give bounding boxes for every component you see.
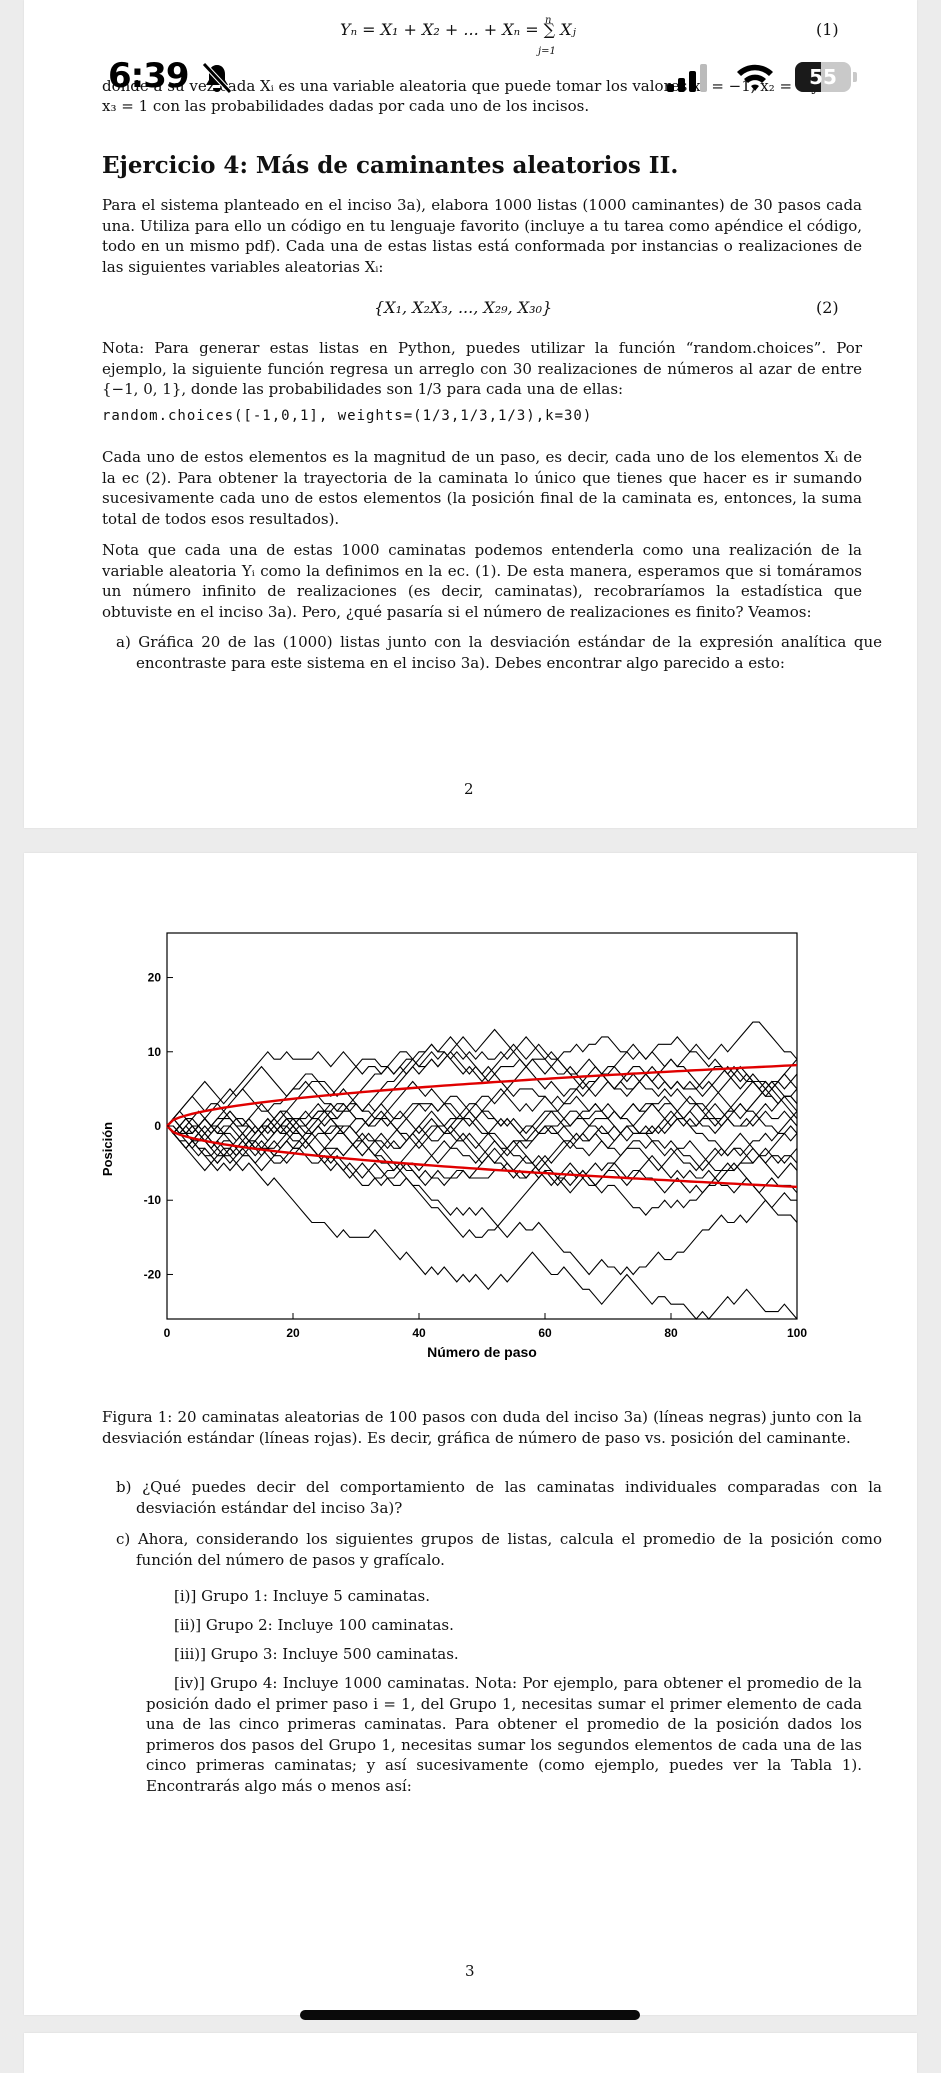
paragraph-4: Nota que cada una de estas 1000 caminata… <box>102 541 862 621</box>
item-c: c) Ahora, considerando los siguientes gr… <box>116 1530 882 1569</box>
cellular-signal-icon <box>667 64 707 92</box>
random-walk-line <box>166 1036 798 1150</box>
intro-line-2: x₃ = 1 con las probabilidades dadas por … <box>102 97 590 115</box>
equation-1-number: (1) <box>816 20 839 39</box>
sum-upper-limit: n <box>545 15 552 26</box>
equation-2-number: (2) <box>816 298 839 317</box>
random-walk-line <box>167 1095 798 1164</box>
pdf-page-3: 20 10 0 -10 -20 0 20 40 60 80 100 Posición Número… <box>24 853 917 2015</box>
random-walk-line <box>166 1080 798 1157</box>
random-walk-line <box>166 1073 798 1157</box>
random-walk-line <box>166 1036 798 1172</box>
status-bar: 6:39 55 <box>0 56 941 106</box>
sum-lower-limit: j=1 <box>538 46 556 57</box>
x-tick-label: 0 <box>164 1326 171 1340</box>
y-tick-label: 10 <box>148 1045 162 1059</box>
x-tick-label: 40 <box>412 1326 426 1340</box>
random-walk-line <box>166 1021 798 1135</box>
figure-caption: Figura 1: 20 caminatas aleatorias de 100… <box>102 1408 862 1447</box>
exercise-heading: Ejercicio 4: Más de caminantes aleatorio… <box>102 152 679 179</box>
y-tick-label: 0 <box>154 1119 161 1133</box>
group-1: [i)] Grupo 1: Incluye 5 caminatas. <box>174 1587 430 1605</box>
item-b: b) ¿Qué puedes decir del comportamiento … <box>116 1478 882 1517</box>
intro-line-1: donde a su vez cada Xᵢ es una variable a… <box>102 77 820 95</box>
battery-fill <box>795 62 821 92</box>
x-axis-label: Número de paso <box>427 1344 537 1360</box>
paragraph-1: Para el sistema planteado en el inciso 3… <box>102 196 862 276</box>
page-number-3: 3 <box>465 1962 475 1980</box>
x-tick-label: 80 <box>664 1326 678 1340</box>
x-tick-label: 20 <box>286 1326 300 1340</box>
sum-limits: n <box>545 6 551 36</box>
random-walk-line <box>166 1058 798 1172</box>
std-lines <box>166 1063 798 1189</box>
pdf-page-4 <box>24 2033 917 2073</box>
random-walk-line <box>166 1110 798 1172</box>
status-time: 6:39 <box>108 56 190 96</box>
item-a: a) Gráfica 20 de las (1000) listas junto… <box>116 633 882 672</box>
code-snippet: random.choices([-1,0,1], weights=(1/3,1/… <box>102 408 593 424</box>
walk-lines <box>166 1021 798 1320</box>
battery-tip <box>853 72 857 82</box>
paragraph-3: Cada uno de estos elementos es la magnit… <box>102 448 862 528</box>
random-walk-line <box>166 1125 798 1320</box>
group-4: [iv)] Grupo 4: Incluye 1000 caminatas. N… <box>146 1674 862 1795</box>
random-walk-line <box>166 1103 798 1157</box>
y-tick-label: -10 <box>144 1193 162 1207</box>
group-3: [iii)] Grupo 3: Incluye 500 caminatas. <box>174 1645 459 1663</box>
silent-mode-icon <box>202 62 232 94</box>
battery-icon: 55 <box>795 62 851 92</box>
y-axis-label: Posición <box>100 1122 115 1176</box>
std-line-lower <box>166 1125 798 1189</box>
group-2: [ii)] Grupo 2: Incluye 100 caminatas. <box>174 1616 454 1634</box>
home-indicator <box>300 2010 640 2020</box>
equation-1: Yₙ = X₁ + X₂ + ... + Xₙ = ∑ Xⱼ <box>340 20 576 39</box>
y-tick-label: 20 <box>148 971 162 985</box>
random-walk-line <box>166 1043 798 1164</box>
x-ticks: 0 20 40 60 80 100 <box>164 1313 807 1340</box>
x-tick-label: 100 <box>787 1326 807 1340</box>
pdf-page-2: Yₙ = X₁ + X₂ + ... + Xₙ = ∑ Xⱼ n j=1 (1)… <box>24 0 917 828</box>
wifi-icon <box>737 64 773 91</box>
std-line-upper <box>166 1063 798 1127</box>
y-tick-label: -20 <box>144 1267 162 1281</box>
battery-level: 55 <box>809 65 837 89</box>
y-ticks: 20 10 0 -10 -20 <box>144 971 173 1281</box>
random-walk-line <box>166 1028 798 1134</box>
random-walk-line <box>167 1110 797 1216</box>
x-tick-label: 60 <box>538 1326 552 1340</box>
random-walk-line <box>166 1043 798 1127</box>
random-walk-line <box>166 1125 798 1239</box>
page-number-2: 2 <box>464 780 474 798</box>
equation-2: {X₁, X₂X₃, ..., X₂₉, X₃₀} <box>374 298 553 317</box>
paragraph-2: Nota: Para generar estas listas en Pytho… <box>102 339 862 398</box>
